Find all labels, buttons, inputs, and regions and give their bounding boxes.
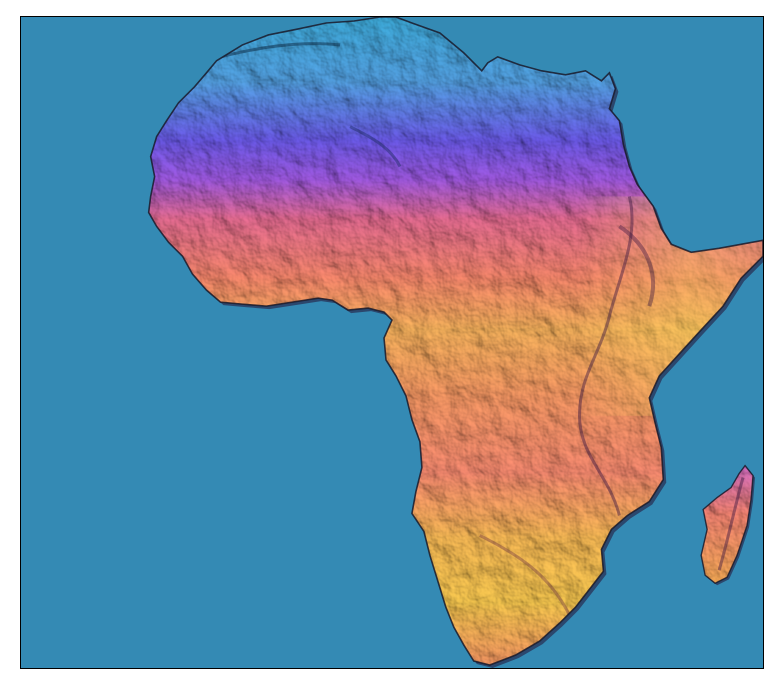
atlas-mountains-relief: [220, 42, 341, 59]
africa-coastline: [147, 17, 763, 666]
map-canvas[interactable]: [21, 17, 763, 668]
map-frame: [20, 16, 764, 669]
rift-valley-relief: [577, 196, 634, 516]
ahaggar-relief: [349, 125, 402, 168]
ethiopian-highlands-relief: [618, 224, 655, 307]
southern-relief: [479, 534, 571, 616]
madagascar-highlands-relief: [717, 477, 745, 571]
madagascar-coastline: [700, 464, 754, 585]
